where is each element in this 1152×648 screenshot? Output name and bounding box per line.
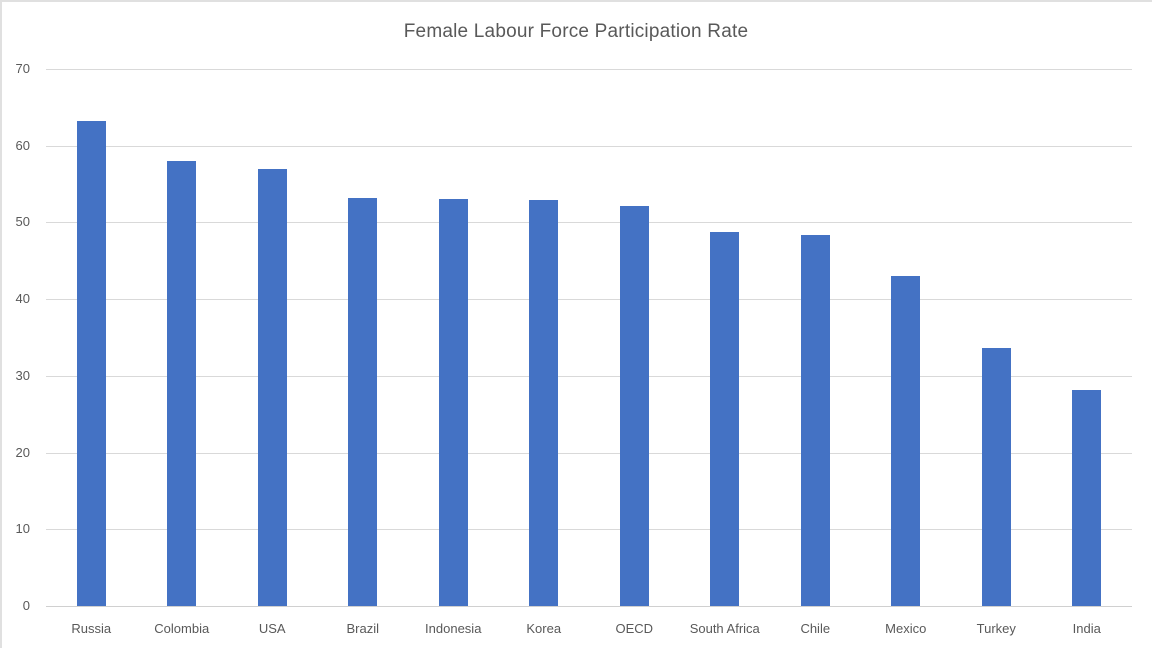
y-tick-label: 60 (15, 137, 30, 153)
plot-area (46, 69, 1132, 607)
gridline (46, 452, 1132, 454)
y-tick-label: 0 (22, 598, 30, 613)
bar-colombia[interactable] (167, 161, 197, 606)
x-category-label: Korea (526, 621, 562, 636)
bar-slot (589, 69, 680, 606)
x-category-label: OECD (615, 621, 654, 636)
bar-slot (46, 69, 137, 606)
gridline (46, 145, 1132, 147)
x-category-label: Mexico (885, 621, 927, 636)
bar-india[interactable] (1072, 390, 1102, 606)
x-category-label: South Africa (689, 621, 760, 636)
bar-indonesia[interactable] (438, 199, 468, 606)
x-category-label: Colombia (154, 621, 210, 636)
x-category-label: Chile (800, 621, 831, 636)
bar-brazil[interactable] (348, 197, 378, 606)
bar-korea[interactable] (529, 200, 559, 606)
chart-title: Female Labour Force Participation Rate (403, 21, 749, 42)
bars (46, 69, 1132, 606)
y-tick-label: 70 (15, 61, 30, 76)
gridline (46, 69, 1132, 70)
y-axis: 0 10 20 30 40 50 60 70 (0, 61, 32, 613)
x-category-label: Indonesia (425, 621, 482, 636)
bar-slot (680, 69, 771, 606)
bar-slot (951, 69, 1042, 606)
bar-mexico[interactable] (891, 276, 921, 606)
bar-russia[interactable] (76, 121, 106, 606)
x-category-label: Turkey (976, 621, 1016, 636)
gridlines (46, 69, 1132, 606)
bar-slot (227, 69, 318, 606)
bar-oecd[interactable] (619, 206, 649, 606)
x-category-label: India (1072, 621, 1101, 636)
bar-south-africa[interactable] (710, 232, 740, 606)
bar-slot (318, 69, 409, 606)
y-tick-label: 30 (15, 367, 30, 383)
bar-slot (1042, 69, 1133, 606)
gridline (46, 375, 1132, 377)
bar-slot (408, 69, 499, 606)
bar-slot (137, 69, 228, 606)
y-tick-label: 40 (15, 291, 30, 307)
y-tick-label: 20 (15, 444, 30, 460)
x-category-label: USA (258, 621, 286, 636)
x-category-label: Russia (71, 621, 112, 636)
y-tick-label: 50 (15, 214, 30, 230)
y-tick-label: 10 (15, 521, 30, 537)
bar-slot (770, 69, 861, 606)
x-category-label: Brazil (346, 621, 379, 636)
bar-slot (499, 69, 590, 606)
x-axis-labels: Russia Colombia USA Brazil Indonesia Korea OEC… (46, 621, 1132, 637)
x-axis-line (46, 606, 1132, 607)
gridline (46, 222, 1132, 224)
gridline (46, 299, 1132, 301)
bar-usa[interactable] (257, 168, 287, 606)
bar-slot (861, 69, 952, 606)
bar-chile[interactable] (800, 234, 830, 606)
gridline (46, 529, 1132, 531)
bar-turkey[interactable] (981, 348, 1011, 606)
